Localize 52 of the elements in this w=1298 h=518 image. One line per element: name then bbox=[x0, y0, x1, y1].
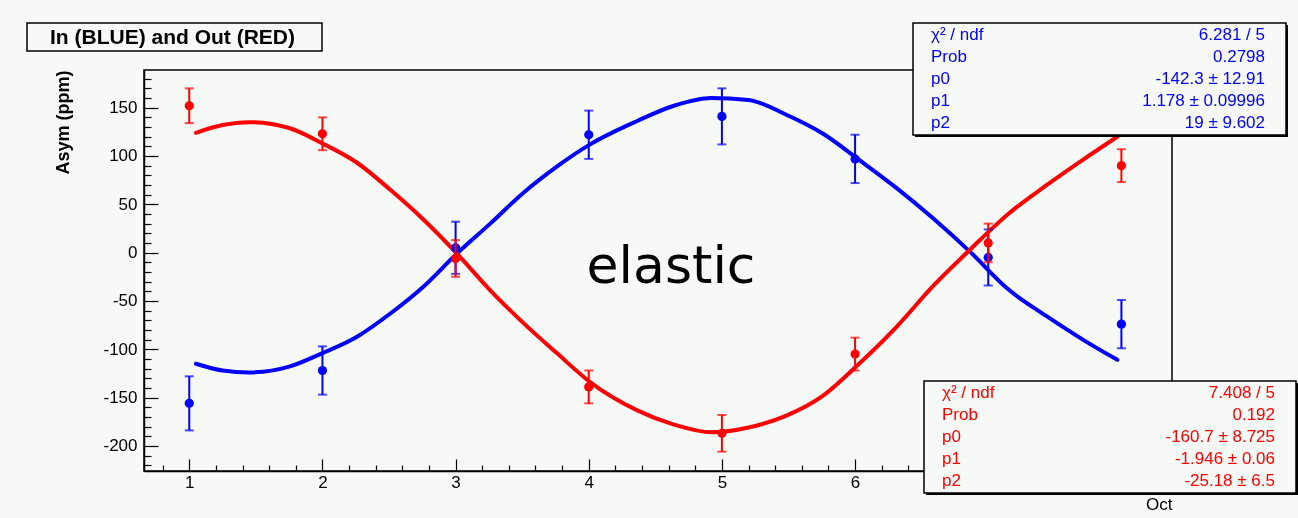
chart-title: In (BLUE) and Out (RED) bbox=[50, 25, 295, 48]
y-tick-label: -150 bbox=[103, 388, 138, 408]
point bbox=[1116, 319, 1127, 329]
text: 0.192 bbox=[1232, 404, 1275, 424]
y-axis-title: Asym (ppm) bbox=[53, 70, 74, 175]
annotation: p1 bbox=[942, 449, 961, 469]
point bbox=[317, 129, 328, 139]
y-tick-label: -200 bbox=[103, 436, 138, 456]
x-tick-label: 6 bbox=[850, 472, 861, 492]
text: 7.408 / 5 bbox=[1208, 382, 1275, 402]
point bbox=[717, 428, 727, 438]
annotation: -160.7 ± 8.725 bbox=[1165, 426, 1275, 446]
text: χ² / ndf bbox=[931, 24, 984, 44]
annotation: χ² / ndf bbox=[942, 382, 995, 402]
point bbox=[184, 101, 194, 111]
point bbox=[450, 253, 461, 264]
x-tick-label: 5 bbox=[717, 472, 728, 492]
y-tick-label: -50 bbox=[112, 291, 138, 311]
annotation: elastic bbox=[586, 235, 756, 295]
y-tick-label: 50 bbox=[118, 194, 138, 214]
y-tick-label: -100 bbox=[103, 339, 138, 359]
y-tick-label: 150 bbox=[109, 98, 138, 118]
point bbox=[717, 111, 727, 121]
x-tick-label: 3 bbox=[451, 472, 461, 492]
x-tick-label: 2 bbox=[318, 472, 328, 492]
text: -25.18 ± 6.5 bbox=[1184, 471, 1275, 491]
annotation: -142.3 ± 12.91 bbox=[1155, 68, 1265, 88]
y-tick-label: 100 bbox=[109, 146, 138, 166]
x-tick-label: 4 bbox=[584, 472, 594, 492]
x-axis-title: Oct bbox=[1146, 494, 1173, 514]
point bbox=[584, 382, 594, 392]
text: 6.281 / 5 bbox=[1198, 24, 1265, 44]
annotation: p1 bbox=[931, 91, 950, 111]
point bbox=[184, 398, 194, 408]
text: 0.2798 bbox=[1213, 46, 1265, 66]
point bbox=[983, 238, 993, 248]
annotation: p0 bbox=[942, 426, 961, 446]
x-tick-label: 1 bbox=[185, 472, 195, 492]
point bbox=[850, 349, 860, 359]
text: Prob bbox=[931, 46, 967, 66]
annotation: p0 bbox=[931, 68, 950, 88]
annotation: 1.178 ± 0.09996 bbox=[1142, 91, 1265, 111]
annotation: p2 bbox=[931, 113, 950, 133]
point bbox=[1116, 161, 1127, 171]
y-tick-label: 0 bbox=[128, 243, 138, 263]
text: -1.946 ± 0.06 bbox=[1174, 449, 1275, 469]
annotation: p2 bbox=[942, 471, 961, 491]
text: 19 ± 9.602 bbox=[1184, 113, 1265, 133]
point bbox=[850, 154, 860, 164]
point bbox=[317, 365, 328, 376]
annotation: Prob bbox=[942, 404, 978, 424]
point bbox=[584, 130, 594, 140]
